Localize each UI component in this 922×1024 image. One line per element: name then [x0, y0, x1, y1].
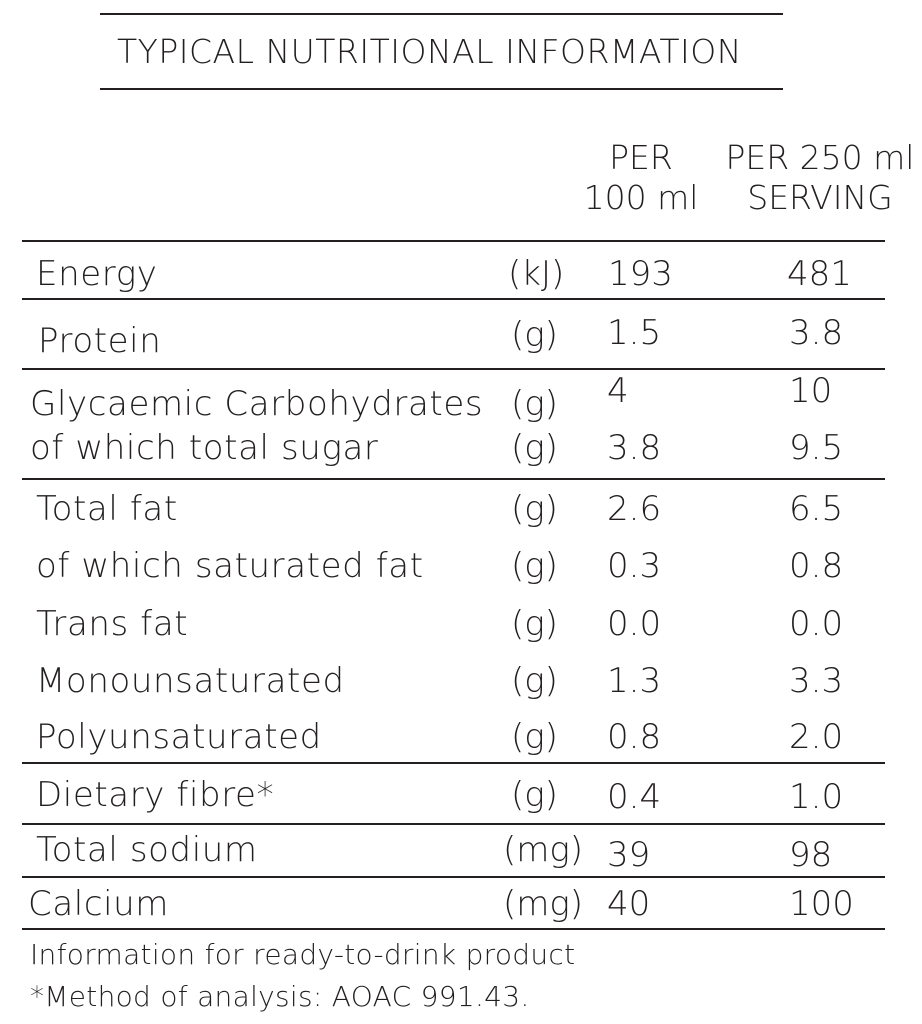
nutrient-value-per-serving: 0.0	[789, 604, 844, 644]
nutrient-value-per-serving: 6.5	[789, 489, 844, 529]
nutrient-value-per-serving: 98	[789, 835, 833, 875]
nutrient-value-per-100ml: 0.0	[607, 604, 662, 644]
nutrient-value-per-serving: 2.0	[789, 717, 844, 757]
nutrient-value-per-100ml: 2.6	[607, 489, 662, 529]
nutrient-unit: (mg)	[503, 830, 584, 870]
nutrient-label: Protein	[38, 321, 162, 361]
nutrient-label: Total fat	[36, 489, 178, 529]
nutrient-value-per-serving: 481	[787, 254, 852, 294]
table-rule	[22, 762, 885, 764]
nutrient-unit: (g)	[511, 661, 558, 701]
nutrient-label: Calcium	[28, 884, 170, 924]
panel-title: TYPICAL NUTRITIONAL INFORMATION	[117, 32, 742, 71]
nutrient-value-per-serving: 10	[789, 371, 833, 411]
column-header-per-100ml-line1: PER	[609, 138, 673, 177]
nutrient-value-per-serving: 9.5	[789, 428, 844, 468]
column-header-per-serving-line2: SERVING	[747, 178, 893, 217]
nutrient-value-per-100ml: 0.8	[607, 717, 662, 757]
nutrient-unit: (mg)	[503, 884, 584, 924]
nutrient-label: of which total sugar	[30, 428, 379, 468]
nutrient-value-per-100ml: 40	[607, 884, 651, 924]
nutrient-value-per-serving: 3.8	[789, 313, 844, 353]
column-header-per-100ml-line2: 100 ml	[583, 178, 699, 217]
column-header-per-serving-line1: PER 250 ml	[725, 138, 915, 177]
nutrient-value-per-100ml: 0.3	[607, 546, 662, 586]
nutrient-unit: (g)	[511, 315, 558, 355]
nutrient-unit: (g)	[511, 775, 558, 815]
nutrient-value-per-serving: 0.8	[789, 546, 844, 586]
nutrient-label: Monounsaturated	[36, 661, 345, 701]
nutrient-value-per-serving: 1.0	[789, 777, 844, 817]
column-header-per-100ml: PER 100 ml	[566, 138, 716, 218]
table-rule	[22, 298, 885, 300]
nutrient-unit: (g)	[511, 546, 558, 586]
table-rule	[22, 368, 885, 370]
nutrient-unit: (g)	[511, 428, 558, 468]
nutrient-label: Trans fat	[36, 604, 189, 644]
title-rule-bottom	[100, 88, 783, 90]
column-header-per-serving: PER 250 ml SERVING	[718, 138, 922, 218]
nutrient-value-per-serving: 3.3	[789, 661, 844, 701]
nutrient-value-per-100ml: 193	[608, 254, 673, 294]
nutrient-unit: (g)	[511, 604, 558, 644]
footnote-ready-to-drink: Information for ready-to-drink product	[30, 938, 576, 971]
nutrient-label: Dietary fibre*	[36, 775, 275, 815]
nutrient-value-per-100ml: 1.3	[607, 661, 662, 701]
nutrient-unit: (g)	[511, 717, 558, 757]
nutrient-unit: (g)	[511, 384, 558, 424]
nutrient-value-per-100ml: 1.5	[607, 313, 662, 353]
nutrient-value-per-100ml: 3.8	[607, 428, 662, 468]
nutrient-label: Glycaemic Carbohydrates	[30, 384, 484, 424]
table-rule	[22, 478, 885, 480]
nutrient-label: Total sodium	[36, 830, 258, 870]
nutrient-value-per-100ml: 0.4	[607, 777, 662, 817]
nutrient-value-per-100ml: 4	[607, 371, 629, 411]
nutrient-unit: (g)	[511, 489, 558, 529]
footnote-method: *Method of analysis: AOAC 991.43.	[30, 980, 530, 1013]
nutrient-label: Energy	[36, 254, 158, 294]
nutrient-label: Polyunsaturated	[36, 717, 322, 757]
nutrient-value-per-serving: 100	[789, 884, 854, 924]
table-rule	[22, 876, 885, 878]
table-rule	[22, 823, 885, 825]
table-rule	[22, 928, 885, 930]
nutrient-unit: (kJ)	[508, 254, 565, 294]
title-rule-top	[100, 13, 783, 15]
table-rule	[22, 240, 885, 242]
nutrient-label: of which saturated fat	[36, 546, 424, 586]
nutrient-value-per-100ml: 39	[607, 835, 651, 875]
